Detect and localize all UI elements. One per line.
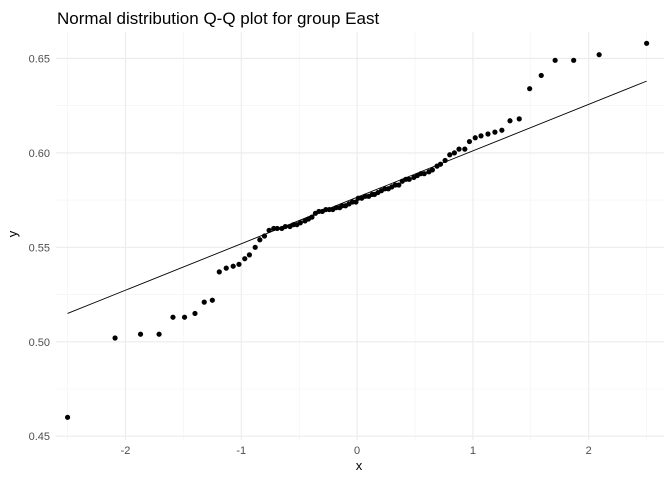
data-point xyxy=(209,297,215,303)
data-point xyxy=(451,150,457,156)
y-axis-label: y xyxy=(5,230,20,237)
data-point xyxy=(462,146,468,152)
x-tick-label: 2 xyxy=(586,445,592,457)
data-point xyxy=(538,72,544,79)
data-point xyxy=(230,263,236,269)
y-tick-label: 0.55 xyxy=(29,242,50,254)
y-tick-label: 0.45 xyxy=(29,431,50,443)
data-point xyxy=(261,233,268,239)
y-tick-label: 0.60 xyxy=(29,148,50,160)
data-point xyxy=(527,86,533,92)
data-point xyxy=(447,152,453,158)
data-point xyxy=(170,314,176,320)
points-group xyxy=(64,40,650,420)
data-point xyxy=(421,171,427,177)
data-point xyxy=(246,252,253,258)
data-point xyxy=(64,414,71,420)
data-point xyxy=(466,138,473,145)
chart-title: Normal distribution Q-Q plot for group E… xyxy=(57,9,379,28)
data-point xyxy=(396,182,402,188)
data-point xyxy=(485,131,491,137)
data-point xyxy=(478,133,484,139)
data-point xyxy=(552,57,558,63)
data-point xyxy=(181,314,188,320)
minor-gridlines xyxy=(56,32,664,440)
data-point xyxy=(223,265,229,271)
data-point xyxy=(266,227,272,233)
x-tick-label: -2 xyxy=(121,445,131,457)
data-point xyxy=(137,331,144,337)
data-point xyxy=(309,214,315,220)
data-point xyxy=(507,118,513,124)
data-point xyxy=(252,244,258,250)
data-point xyxy=(516,116,522,122)
x-tick-label: 0 xyxy=(354,445,360,457)
data-point xyxy=(571,57,577,63)
x-tick-label: 1 xyxy=(470,445,476,457)
x-axis-label: x xyxy=(356,458,363,473)
data-point xyxy=(429,167,435,173)
data-point xyxy=(492,129,498,135)
data-point xyxy=(112,335,118,341)
major-gridlines xyxy=(56,32,664,440)
data-point xyxy=(644,40,650,46)
data-point xyxy=(353,199,359,205)
data-point xyxy=(472,135,478,141)
x-tick-label: -1 xyxy=(236,445,246,457)
y-tick-labels: 0.45 0.50 0.55 0.60 0.65 xyxy=(29,53,50,443)
data-point xyxy=(442,157,448,164)
data-point xyxy=(282,223,288,230)
data-point xyxy=(201,299,207,305)
data-point xyxy=(596,52,602,58)
data-point xyxy=(236,261,242,267)
data-point xyxy=(297,220,303,226)
y-tick-label: 0.50 xyxy=(29,337,50,349)
data-point xyxy=(242,256,248,262)
data-point xyxy=(257,237,263,243)
data-point xyxy=(499,127,505,133)
x-tick-labels: -2 -1 0 1 2 xyxy=(121,445,592,457)
data-point xyxy=(437,161,444,167)
data-point xyxy=(406,176,412,182)
data-point xyxy=(192,310,198,317)
data-point xyxy=(216,269,222,275)
data-point xyxy=(156,331,162,337)
data-point xyxy=(274,225,280,232)
data-point xyxy=(456,146,462,152)
y-tick-label: 0.65 xyxy=(29,53,50,65)
